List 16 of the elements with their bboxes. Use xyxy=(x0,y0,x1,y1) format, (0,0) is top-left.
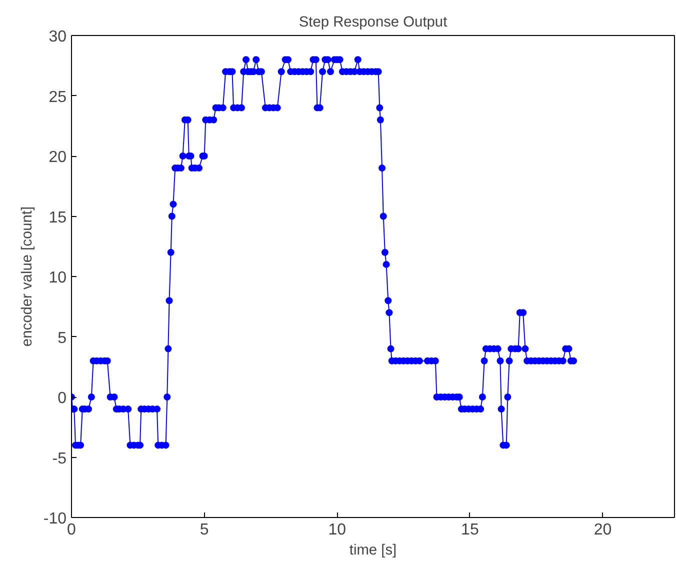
y-tick-label: 20 xyxy=(48,149,67,166)
x-tick-label: 15 xyxy=(461,522,479,538)
y-axis-title: encoder value [count] xyxy=(19,206,36,347)
x-axis-title: time [s] xyxy=(349,542,397,558)
y-tick-label: 5 xyxy=(58,330,67,347)
y-tick-label: 0 xyxy=(58,390,67,407)
y-tick-label: -10 xyxy=(43,510,67,528)
x-tick-label: 10 xyxy=(328,522,346,538)
y-tick-label: 15 xyxy=(48,209,67,226)
x-tick-label: 20 xyxy=(594,522,612,538)
y-tick-label: 10 xyxy=(48,270,67,286)
y-tick-label: 25 xyxy=(48,88,67,106)
chart-title: Step Response Output xyxy=(298,14,448,30)
y-tick-label: -5 xyxy=(52,450,67,468)
y-tick-label: 30 xyxy=(48,28,67,46)
x-tick-label: 5 xyxy=(200,522,209,538)
